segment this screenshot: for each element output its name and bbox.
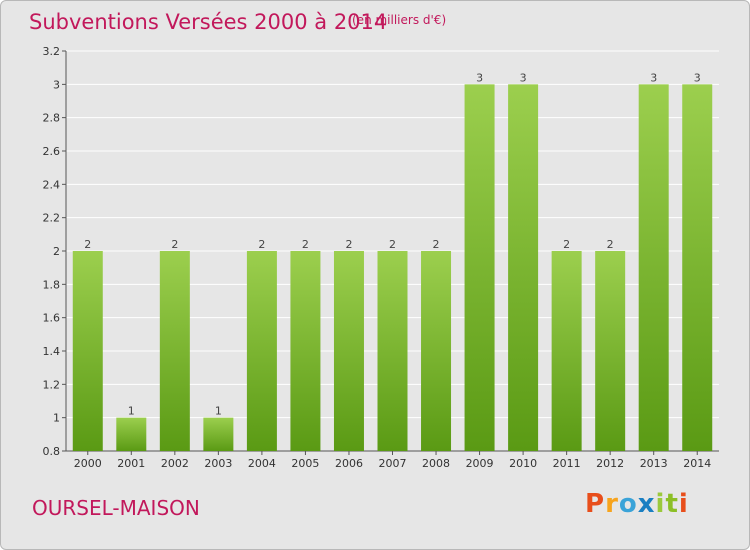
- x-tick-label-2004: 2004: [248, 457, 276, 470]
- chart-title: Subventions Versées 2000 à 2014: [29, 10, 388, 34]
- bar-2001: [116, 417, 147, 451]
- bar-2011: [551, 251, 582, 451]
- bar-2002: [159, 251, 190, 451]
- x-tick-label-2000: 2000: [74, 457, 102, 470]
- data-label-2007: 2: [389, 238, 396, 251]
- data-label-2008: 2: [433, 238, 440, 251]
- bar-2008: [421, 251, 452, 451]
- data-labels: 2 1 2 1 2 2 2 2 2 3 3 2 2 3 3: [84, 71, 700, 417]
- y-tick-label: 3.2: [43, 45, 61, 58]
- data-label-2003: 1: [215, 405, 222, 418]
- data-label-2002: 2: [171, 238, 178, 251]
- bar-2004: [246, 251, 277, 451]
- logo-letter: i: [655, 489, 666, 519]
- bar-2003: [203, 417, 234, 451]
- data-label-2014: 3: [694, 71, 701, 84]
- logo-letter: x: [637, 489, 656, 519]
- data-label-2009: 3: [476, 71, 483, 84]
- x-tick-label-2002: 2002: [161, 457, 189, 470]
- x-tick-label-2003: 2003: [204, 457, 232, 470]
- x-tick-label-2014: 2014: [683, 457, 711, 470]
- x-tick-label-2010: 2010: [509, 457, 537, 470]
- y-tick-label: 2.8: [43, 112, 61, 125]
- x-tick-label-2011: 2011: [553, 457, 581, 470]
- logo-letter: r: [605, 489, 619, 519]
- bar-2000: [72, 251, 103, 451]
- logo-letter: t: [665, 489, 679, 519]
- logo-letter: i: [678, 489, 689, 519]
- bar-2014: [682, 84, 713, 451]
- bar-2007: [377, 251, 408, 451]
- x-tick-label-2007: 2007: [379, 457, 407, 470]
- x-tick-label-2001: 2001: [117, 457, 145, 470]
- y-tick-label: 2.2: [43, 212, 61, 225]
- bars: [72, 84, 713, 451]
- unit-note: (en milliers d'€): [352, 13, 447, 27]
- x-tick-label-2012: 2012: [596, 457, 624, 470]
- y-tick-label: 1.2: [43, 378, 61, 391]
- data-label-2000: 2: [84, 238, 91, 251]
- place-name: OURSEL-MAISON: [32, 496, 200, 520]
- data-label-2013: 3: [650, 71, 657, 84]
- bar-2013: [638, 84, 669, 451]
- data-label-2001: 1: [128, 405, 135, 418]
- y-tick-label: 2: [53, 245, 60, 258]
- x-tick-label-2008: 2008: [422, 457, 450, 470]
- logo-letter: P: [585, 489, 606, 519]
- data-label-2010: 3: [520, 71, 527, 84]
- y-tick-label: 2.4: [43, 178, 61, 191]
- logo-letter: o: [618, 489, 638, 519]
- x-tick-label-2006: 2006: [335, 457, 363, 470]
- y-tick-label: 1.8: [43, 278, 61, 291]
- data-label-2011: 2: [563, 238, 570, 251]
- data-label-2012: 2: [607, 238, 614, 251]
- bar-2005: [290, 251, 321, 451]
- x-tick-label-2005: 2005: [291, 457, 319, 470]
- y-tick-label: 1: [53, 412, 60, 425]
- x-tick-label-2009: 2009: [466, 457, 494, 470]
- bar-2006: [333, 251, 364, 451]
- x-tick-label-2013: 2013: [640, 457, 668, 470]
- y-tick-label: 1.6: [43, 312, 61, 325]
- data-label-2004: 2: [258, 238, 265, 251]
- x-tick-labels: 2000 2001 2002 2003 2004 2005 2006 2007 2008 2009…: [74, 451, 711, 470]
- data-label-2005: 2: [302, 238, 309, 251]
- y-tick-label: 1.4: [43, 345, 61, 358]
- y-tick-label: 3: [53, 78, 60, 91]
- data-label-2006: 2: [345, 238, 352, 251]
- bar-2010: [508, 84, 539, 451]
- y-tick-label: 0.8: [43, 445, 61, 458]
- proxiti-logo: Proxiti: [585, 489, 689, 519]
- y-tick-label: 2.6: [43, 145, 61, 158]
- bar-2009: [464, 84, 495, 451]
- y-tick-labels: 0.8 1 1.2 1.4 1.6 1.8 2 2.2 2.4 2.6 2.8 3 3.2: [43, 45, 66, 458]
- bar-2012: [595, 251, 626, 451]
